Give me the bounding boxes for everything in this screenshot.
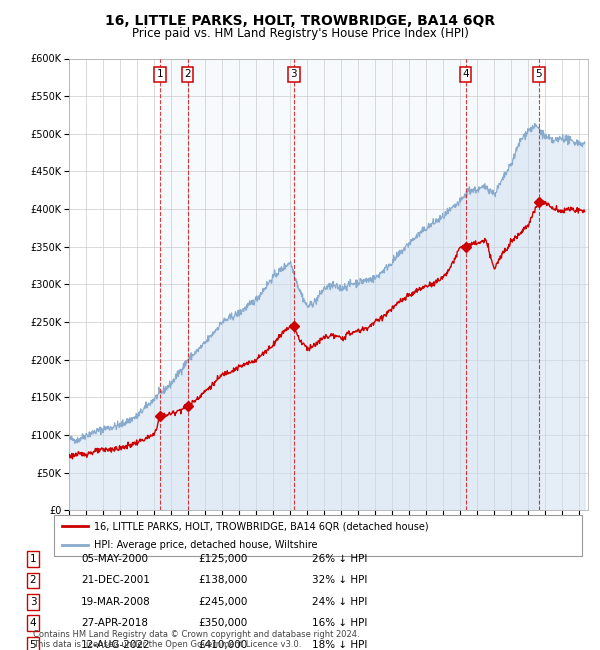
Text: £245,000: £245,000 — [198, 597, 247, 607]
Text: 5: 5 — [29, 640, 37, 650]
Text: 16% ↓ HPI: 16% ↓ HPI — [312, 618, 367, 629]
Text: £350,000: £350,000 — [198, 618, 247, 629]
Bar — [160, 58, 188, 510]
Text: 1: 1 — [157, 70, 163, 79]
Text: 1: 1 — [29, 554, 37, 564]
Text: 12-AUG-2022: 12-AUG-2022 — [81, 640, 151, 650]
Text: Price paid vs. HM Land Registry's House Price Index (HPI): Price paid vs. HM Land Registry's House … — [131, 27, 469, 40]
Text: 26% ↓ HPI: 26% ↓ HPI — [312, 554, 367, 564]
Text: Contains HM Land Registry data © Crown copyright and database right 2024.
This d: Contains HM Land Registry data © Crown c… — [33, 630, 359, 649]
Text: 2: 2 — [184, 70, 191, 79]
Text: 16, LITTLE PARKS, HOLT, TROWBRIDGE, BA14 6QR (detached house): 16, LITTLE PARKS, HOLT, TROWBRIDGE, BA14… — [94, 521, 428, 531]
Text: 18% ↓ HPI: 18% ↓ HPI — [312, 640, 367, 650]
Bar — [466, 58, 539, 510]
Text: 19-MAR-2008: 19-MAR-2008 — [81, 597, 151, 607]
Text: 24% ↓ HPI: 24% ↓ HPI — [312, 597, 367, 607]
Text: £138,000: £138,000 — [198, 575, 247, 586]
Text: £410,000: £410,000 — [198, 640, 247, 650]
Text: 3: 3 — [29, 597, 37, 607]
Text: 2: 2 — [29, 575, 37, 586]
Text: 16, LITTLE PARKS, HOLT, TROWBRIDGE, BA14 6QR: 16, LITTLE PARKS, HOLT, TROWBRIDGE, BA14… — [105, 14, 495, 29]
Text: 21-DEC-2001: 21-DEC-2001 — [81, 575, 150, 586]
Text: 4: 4 — [29, 618, 37, 629]
Text: £125,000: £125,000 — [198, 554, 247, 564]
Text: 27-APR-2018: 27-APR-2018 — [81, 618, 148, 629]
Text: 5: 5 — [536, 70, 542, 79]
Text: 3: 3 — [290, 70, 297, 79]
Text: 32% ↓ HPI: 32% ↓ HPI — [312, 575, 367, 586]
Text: HPI: Average price, detached house, Wiltshire: HPI: Average price, detached house, Wilt… — [94, 540, 317, 550]
FancyBboxPatch shape — [54, 515, 582, 556]
Text: 05-MAY-2000: 05-MAY-2000 — [81, 554, 148, 564]
Bar — [188, 58, 294, 510]
Bar — [294, 58, 466, 510]
Text: 4: 4 — [463, 70, 469, 79]
